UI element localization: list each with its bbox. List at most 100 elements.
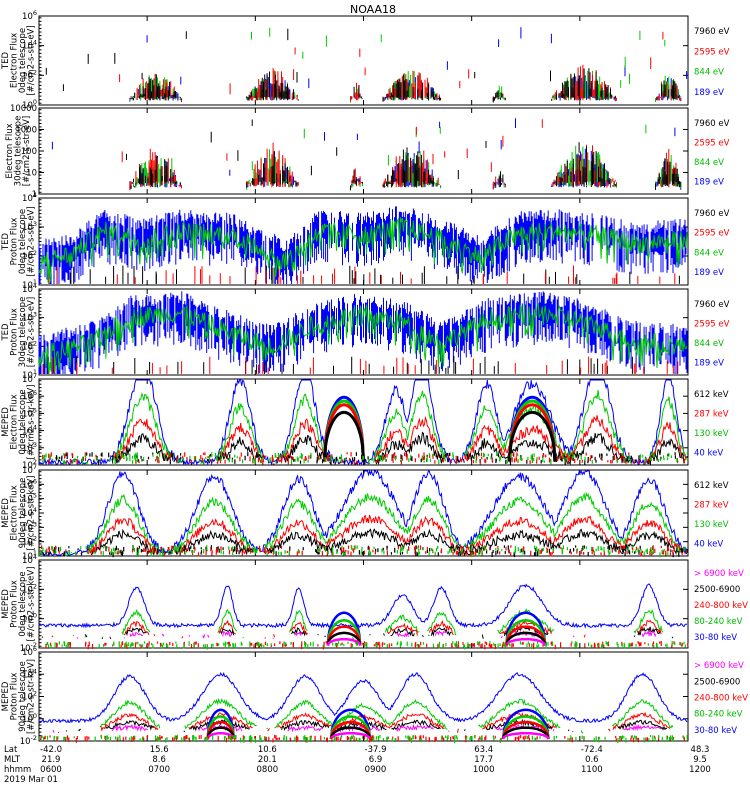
series-floor (38, 734, 685, 743)
y-axis-label: 90deg telescope (18, 661, 28, 732)
radiation-belt-arch (206, 715, 235, 739)
series-floor (39, 545, 687, 557)
panel-frame (38, 469, 689, 557)
x-tick-hhmm: 0700 (148, 765, 170, 775)
radiation-belt-arch (508, 410, 557, 462)
date-label: 2019 Mar 01 (4, 775, 58, 785)
legend-entry: 2500-6900 (694, 677, 740, 687)
legend-entry: 287 keV (694, 409, 729, 419)
y-axis-label: MEPED (1, 681, 11, 711)
y-axis-label: Proton Flux (10, 580, 20, 628)
y-axis-label: 90deg telescope (18, 478, 28, 549)
legend-entry: > 6900 keV (694, 661, 744, 671)
x-tick-hhmm: 1200 (689, 765, 711, 775)
radiation-belt-arch (505, 625, 547, 646)
y-axis-label: Proton Flux (10, 673, 20, 721)
x-tick-lat: 63.4 (474, 745, 493, 755)
x-tick-mlt: 0.6 (585, 755, 599, 765)
radiation-belt-arch (206, 731, 235, 740)
legend-entry: 287 keV (694, 500, 729, 510)
x-tick-lat: -42.0 (40, 745, 62, 755)
y-axis-label: 0deg telescope (18, 28, 28, 93)
legend-entry: 240-800 keV (694, 694, 748, 704)
x-tick-hhmm: 0800 (257, 765, 279, 775)
legend-entry: 612 keV (694, 390, 729, 400)
radiation-belt-arch (501, 720, 550, 740)
y-axis-label: MEPED (1, 407, 11, 437)
series-trace (69, 265, 680, 284)
y-axis-label: [#/cm2-s-str-eV] (27, 25, 37, 95)
x-tick-mlt: 20.1 (258, 755, 277, 765)
series-trace (38, 217, 688, 283)
radiation-belt-arch (329, 726, 372, 740)
legend-entry: 2595 eV (694, 47, 730, 57)
series-trace (126, 119, 682, 191)
y-tick-label: 104 (22, 191, 37, 204)
legend-entry: 612 keV (694, 481, 729, 491)
y-tick-label: 1000 (15, 126, 37, 136)
legend-entry: 240-800 keV (694, 601, 748, 611)
radiation-belt-arch (505, 619, 547, 646)
x-axis-labels: LatMLThhmm-42.021.9060015.68.6070010.620… (4, 745, 711, 785)
series-trace (40, 491, 685, 556)
y-axis-label: [#/cm2-s-str-eV] (27, 297, 37, 367)
y-axis-label: MEPED (1, 498, 11, 528)
legend-entry: 130 keV (694, 429, 729, 439)
radiation-belt-arch (501, 708, 550, 739)
legend-entry: 40 keV (694, 448, 723, 458)
y-axis-label: 30deg telescope (18, 297, 28, 368)
x-tick-hhmm: 1100 (581, 765, 603, 775)
y-axis-label: [#/cm2-s-str-eV] (27, 206, 37, 276)
y-axis-label: Electron Flux (10, 394, 20, 449)
legend-entry: 130 keV (694, 520, 729, 530)
y-tick-label: 106 (22, 9, 37, 22)
y-tick-label: 10-2 (20, 734, 37, 747)
y-tick-label: 10000 (10, 104, 37, 114)
radiation-belt-arch (326, 611, 362, 646)
x-tick-hhmm: 0900 (365, 765, 387, 775)
legend-entry: 2595 eV (694, 319, 730, 329)
y-axis-label: [#/cm2-s-str-keV] (27, 385, 37, 460)
legend-entry: 30-80 keV (694, 726, 737, 736)
x-row-label: hhmm (4, 765, 31, 775)
legend-entry: 7960 eV (694, 209, 730, 219)
legend-entry: 2595 eV (694, 138, 730, 148)
y-axis-label: TED (1, 51, 11, 70)
series-trace (38, 583, 688, 629)
series-trace (47, 355, 645, 374)
radiation-belt-arch (323, 403, 365, 462)
radiation-belt-arch (206, 726, 235, 740)
panel-frame (38, 15, 689, 106)
y-tick-label: 100 (21, 147, 37, 157)
y-axis-label: [#/cm2-s-str-eV] (22, 116, 32, 186)
legend-entry: 844 eV (694, 158, 724, 168)
x-row-label: MLT (4, 755, 21, 765)
radiation-belt-arch (326, 631, 362, 646)
radiation-belt-arch (329, 715, 372, 739)
x-tick-hhmm: 0600 (40, 765, 62, 775)
series-trace (38, 291, 688, 374)
y-axis-label: MEPED (1, 589, 11, 619)
series-trace (38, 303, 688, 375)
radiation-belt-arch (323, 399, 365, 462)
radiation-belt-arch (326, 619, 362, 646)
radiation-belt-arch (505, 631, 547, 646)
series-floor (46, 641, 686, 650)
y-axis-label: 30deg telescope (14, 116, 24, 187)
legend-entry: 7960 eV (694, 300, 730, 310)
x-tick-mlt: 9.5 (693, 755, 707, 765)
y-axis-label: [#/cm2-s-str-keV] (27, 659, 37, 734)
radiation-belt-arch (323, 410, 365, 462)
series-floor (38, 734, 688, 744)
legend-entry: 40 keV (694, 539, 723, 549)
legend-entry: 2500-6900 (694, 585, 740, 595)
